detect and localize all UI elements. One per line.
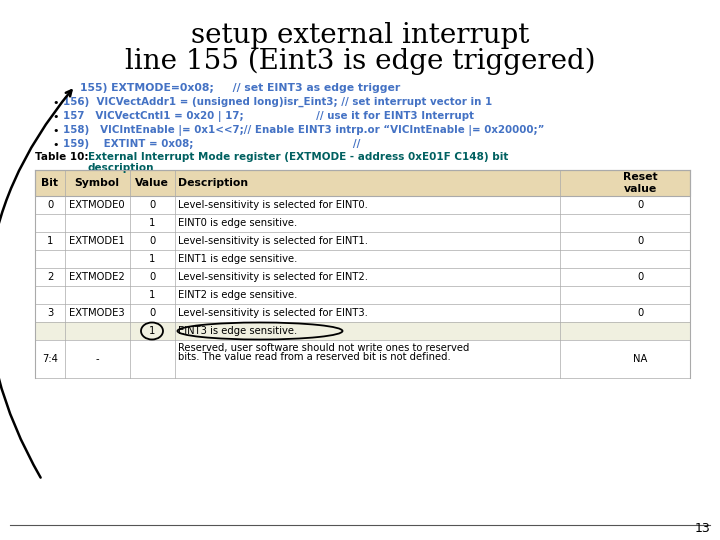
- Text: -: -: [95, 354, 99, 364]
- Text: 156)  VICVectAddr1 = (unsigned long)isr_Eint3; // set interrupt vector in 1: 156) VICVectAddr1 = (unsigned long)isr_E…: [63, 97, 492, 107]
- Text: Symbol: Symbol: [74, 178, 120, 188]
- Text: EXTMODE2: EXTMODE2: [69, 272, 125, 282]
- Text: 7:4: 7:4: [42, 354, 58, 364]
- Text: EXTMODE0: EXTMODE0: [69, 200, 125, 210]
- Text: Bit: Bit: [42, 178, 58, 188]
- Text: 0: 0: [149, 308, 155, 318]
- Text: setup external interrupt: setup external interrupt: [191, 22, 529, 49]
- Text: 0: 0: [149, 272, 155, 282]
- Text: Value: Value: [135, 178, 169, 188]
- Text: EXTMODE1: EXTMODE1: [69, 236, 125, 246]
- Text: Level-sensitivity is selected for EINT0.: Level-sensitivity is selected for EINT0.: [178, 200, 368, 210]
- Text: 159)    EXTINT = 0x08;                                            //: 159) EXTINT = 0x08; //: [63, 139, 361, 149]
- Text: EXTMODE3: EXTMODE3: [69, 308, 125, 318]
- Text: 0: 0: [47, 200, 53, 210]
- Text: Level-sensitivity is selected for EINT3.: Level-sensitivity is selected for EINT3.: [178, 308, 368, 318]
- Text: 0: 0: [637, 236, 643, 246]
- Text: 0: 0: [149, 236, 155, 246]
- Text: EINT3 is edge sensitive.: EINT3 is edge sensitive.: [178, 326, 297, 336]
- Text: 157   VICVectCntl1 = 0x20 | 17;                    // use it for EINT3 Interrupt: 157 VICVectCntl1 = 0x20 | 17; // use it …: [63, 111, 474, 122]
- Text: 1: 1: [149, 218, 156, 228]
- Bar: [35, 322, 690, 340]
- Text: •: •: [52, 98, 58, 108]
- Text: 2: 2: [47, 272, 53, 282]
- Text: 1: 1: [47, 236, 53, 246]
- Text: 155) EXTMODE=0x08;     // set EINT3 as edge trigger: 155) EXTMODE=0x08; // set EINT3 as edge …: [80, 83, 400, 93]
- Text: NA: NA: [633, 354, 647, 364]
- Text: •: •: [52, 126, 58, 136]
- Text: External Interrupt Mode register (EXTMODE - address 0xE01F C148) bit: External Interrupt Mode register (EXTMOD…: [88, 152, 508, 162]
- Text: bits. The value read from a reserved bit is not defined.: bits. The value read from a reserved bit…: [178, 352, 451, 362]
- Text: 0: 0: [149, 200, 155, 210]
- Text: 3: 3: [47, 308, 53, 318]
- Text: 1: 1: [149, 290, 156, 300]
- Text: Description: Description: [178, 178, 248, 188]
- Bar: [35, 170, 690, 196]
- Text: 0: 0: [637, 308, 643, 318]
- Text: Table 10:: Table 10:: [35, 152, 89, 162]
- Text: Reset
value: Reset value: [623, 172, 657, 194]
- Text: 0: 0: [637, 200, 643, 210]
- Text: •: •: [52, 140, 58, 150]
- Text: EINT2 is edge sensitive.: EINT2 is edge sensitive.: [178, 290, 297, 300]
- Text: description: description: [88, 163, 155, 173]
- Text: •: •: [52, 112, 58, 122]
- Text: 0: 0: [637, 272, 643, 282]
- Text: Reserved, user software should not write ones to reserved: Reserved, user software should not write…: [178, 343, 469, 353]
- Text: EINT1 is edge sensitive.: EINT1 is edge sensitive.: [178, 254, 297, 264]
- Text: 13: 13: [694, 522, 710, 535]
- Text: Level-sensitivity is selected for EINT2.: Level-sensitivity is selected for EINT2.: [178, 272, 368, 282]
- Text: 158)   VICIntEnable |= 0x1<<7;// Enable EINT3 intrp.or “VICIntEnable |= 0x20000;: 158) VICIntEnable |= 0x1<<7;// Enable EI…: [63, 125, 544, 136]
- Text: EINT0 is edge sensitive.: EINT0 is edge sensitive.: [178, 218, 297, 228]
- FancyArrowPatch shape: [0, 90, 71, 477]
- Text: line 155 (Eint3 is edge triggered): line 155 (Eint3 is edge triggered): [125, 48, 595, 76]
- Text: 1: 1: [149, 254, 156, 264]
- Text: Level-sensitivity is selected for EINT1.: Level-sensitivity is selected for EINT1.: [178, 236, 368, 246]
- Text: 1: 1: [149, 326, 156, 336]
